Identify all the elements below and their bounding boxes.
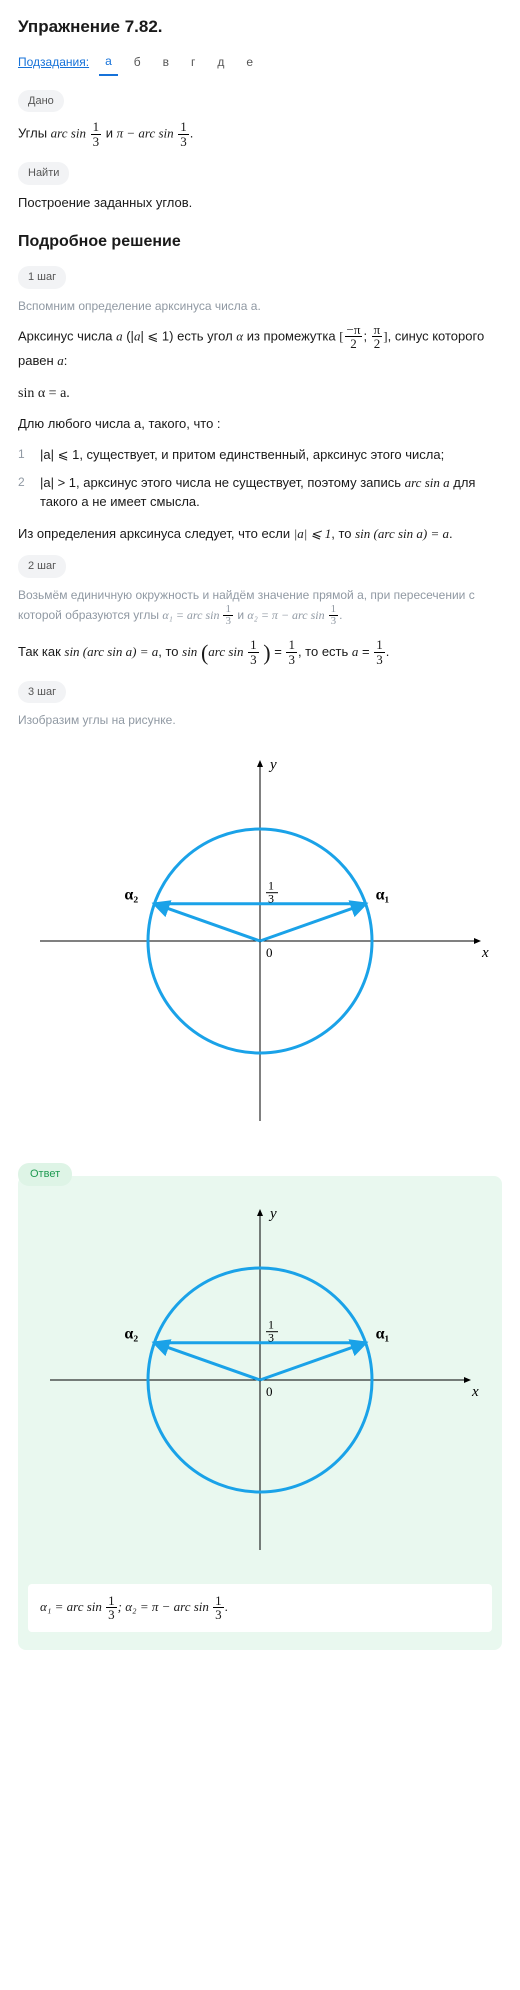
svg-text:α₂: α₂: [124, 1325, 138, 1342]
given-text: Углы arc sin 13 и π − arc sin 13.: [18, 120, 502, 148]
t: 3: [223, 615, 233, 628]
svg-text:0: 0: [266, 945, 273, 960]
t: .: [225, 1599, 228, 1614]
tab-b[interactable]: б: [128, 49, 147, 75]
find-section: Найти Построение заданных углов.: [18, 162, 502, 212]
t: :: [64, 353, 68, 368]
t: sin: [182, 644, 197, 659]
rule2: |a| > 1, арксинус этого числа не существ…: [40, 473, 502, 512]
svg-text:1: 1: [268, 1317, 274, 1331]
t: .: [449, 526, 453, 541]
answer-final: α₁ = arc sin 13; α₂ = π − arc sin 13.: [28, 1584, 492, 1632]
svg-text:α₁: α₁: [376, 1325, 390, 1342]
t: arc sin a: [405, 475, 450, 490]
rule1: |a| ⩽ 1, существует, и притом единственн…: [40, 445, 444, 465]
step3-intro: Изобразим углы на рисунке.: [18, 711, 502, 729]
answer-box: xy013α₁α₂ α₁ = arc sin 13; α₂ = π − arc …: [18, 1176, 502, 1650]
t: 3: [213, 1607, 224, 1622]
given-period: .: [190, 126, 194, 141]
t: ; α₂ = π − arc sin: [118, 1599, 213, 1614]
t: 1: [374, 638, 385, 652]
step1-formula: sin α = a.: [18, 383, 502, 404]
given-arcsin1: arc sin: [51, 126, 86, 141]
step1-pill: 1 шаг: [18, 266, 66, 289]
t: 1: [223, 604, 233, 616]
step1-conclusion: Из определения арксинуса следует, что ес…: [18, 524, 502, 544]
subtasks-nav: Подзадания: а б в г д е: [18, 48, 502, 76]
unit-circle-svg-answer: x y 0 13 α₁ α₂: [30, 1190, 490, 1570]
svg-text:x: x: [471, 1384, 479, 1400]
t: sin (arc sin a) = a: [355, 526, 449, 541]
answer-pill: Ответ: [18, 1163, 72, 1186]
t: |a| > 1, арксинус этого числа не существ…: [40, 475, 405, 490]
frac-num: 1: [178, 120, 189, 134]
svg-text:3: 3: [268, 892, 274, 906]
frac-num: 1: [91, 120, 102, 134]
subtasks-label: Подзадания:: [18, 53, 89, 71]
step2-pill: 2 шаг: [18, 555, 66, 578]
t: 1: [213, 1594, 224, 1608]
unit-circle-svg: x y 0 13 α₁ α₂: [20, 741, 500, 1141]
step2-line: Так как sin (arc sin a) = a, то sin (arc…: [18, 636, 502, 669]
given-pill: Дано: [18, 90, 64, 113]
page-title: Упражнение 7.82.: [18, 14, 502, 40]
find-pill: Найти: [18, 162, 69, 185]
t: 1: [286, 638, 297, 652]
svg-text:3: 3: [268, 1330, 274, 1344]
svg-text:y: y: [268, 1206, 277, 1222]
t: 1: [106, 1594, 117, 1608]
solution-heading: Подробное решение: [18, 230, 502, 254]
step1-rules: 1|a| ⩽ 1, существует, и притом единствен…: [18, 445, 502, 512]
svg-text:x: x: [481, 945, 489, 961]
t: и: [234, 608, 247, 622]
t: 3: [248, 652, 259, 667]
tab-c[interactable]: в: [157, 49, 175, 75]
t: 3: [329, 615, 339, 628]
t: sin (arc sin a) = a: [64, 644, 158, 659]
tab-e[interactable]: д: [211, 49, 230, 75]
t: из промежутка: [243, 328, 339, 343]
t: Так как: [18, 644, 64, 659]
t: , то есть: [298, 644, 352, 659]
svg-text:y: y: [268, 757, 277, 773]
t: α₁ = arc sin: [40, 1599, 105, 1614]
step1-line2: Длю любого числа a, такого, что :: [18, 414, 502, 434]
find-text: Построение заданных углов.: [18, 193, 502, 213]
t: , то: [158, 644, 182, 659]
frac-den: 3: [178, 134, 189, 149]
tab-f[interactable]: е: [240, 49, 259, 75]
step3-pill: 3 шаг: [18, 681, 66, 704]
svg-text:0: 0: [266, 1384, 273, 1399]
t: , то: [331, 526, 355, 541]
t: arc sin: [208, 644, 243, 659]
frac-den: 3: [91, 134, 102, 149]
t: 1: [248, 638, 259, 652]
tab-a[interactable]: а: [99, 48, 118, 76]
t: 3: [106, 1607, 117, 1622]
given-section: Дано Углы arc sin 13 и π − arc sin 13.: [18, 90, 502, 149]
t: 3: [286, 652, 297, 667]
t: α₂ = π − arc sin: [247, 608, 327, 622]
given-arcsin2: π − arc sin: [117, 126, 174, 141]
t: 1: [329, 604, 339, 616]
step1-def: Арксинус числа a (|a| ⩽ 1) есть угол α и…: [18, 323, 502, 371]
t: α₁ = arc sin: [162, 608, 222, 622]
t: Из определения арксинуса следует, что ес…: [18, 526, 294, 541]
svg-text:α₁: α₁: [376, 887, 390, 904]
given-prefix: Углы: [18, 126, 51, 141]
given-joiner: и: [106, 126, 117, 141]
unit-circle-chart: x y 0 13 α₁ α₂: [18, 741, 502, 1141]
step1-intro: Вспомним определение арксинуса числа a.: [18, 297, 502, 315]
svg-text:1: 1: [268, 879, 274, 893]
svg-text:α₂: α₂: [124, 887, 138, 904]
tab-d[interactable]: г: [185, 49, 201, 75]
t: есть угол: [174, 328, 237, 343]
t: |a| ⩽ 1: [294, 526, 332, 541]
t: Арксинус числа: [18, 328, 116, 343]
t: 3: [374, 652, 385, 667]
step2-intro: Возьмём единичную окружность и найдём зн…: [18, 586, 502, 628]
